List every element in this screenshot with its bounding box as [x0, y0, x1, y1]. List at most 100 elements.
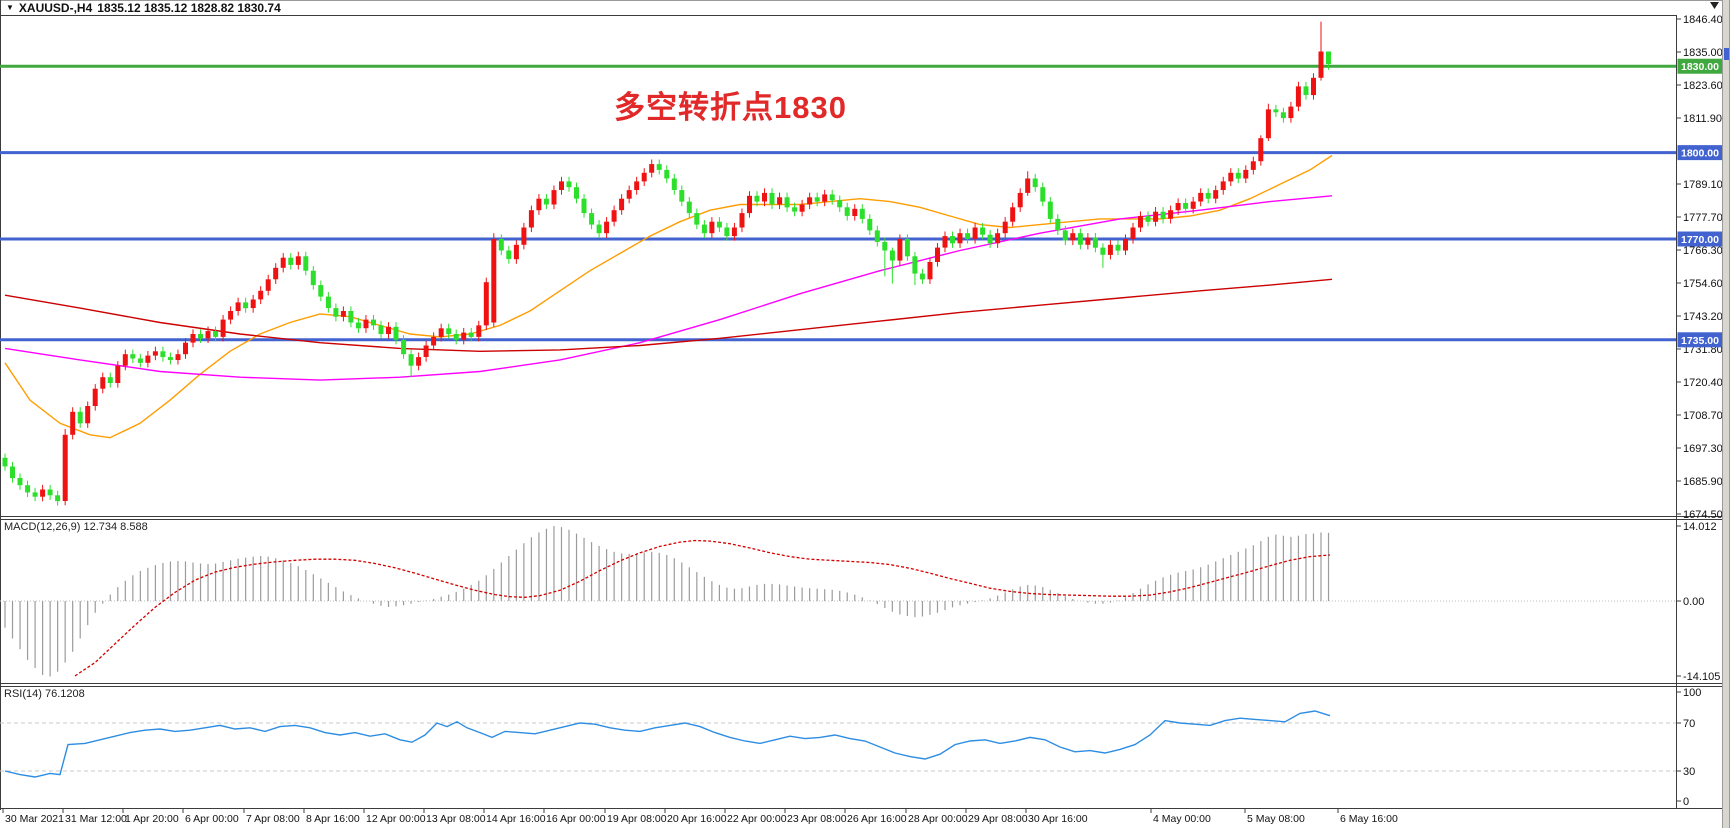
time-axis-label: 14 Apr 16:00: [486, 813, 546, 825]
bull-candle: [942, 236, 948, 248]
scrollbar-price-marker[interactable]: [1724, 48, 1729, 60]
bear-candle: [1092, 237, 1098, 248]
bear-candle: [77, 411, 83, 424]
bull-candle: [709, 221, 715, 234]
price-tag: [1677, 58, 1724, 74]
bear-candle: [882, 241, 888, 251]
bull-candle: [927, 262, 933, 280]
bull-candle: [897, 239, 903, 261]
ma-fast-orange: [4, 154, 1333, 439]
bear-candle: [1303, 86, 1309, 95]
symbol-title: XAUUSD-,H4: [18, 1, 93, 15]
rsi-axis-label: 0: [1683, 796, 1689, 808]
bull-candle: [1025, 178, 1031, 193]
bear-candle: [348, 311, 354, 323]
bear-candle: [656, 164, 662, 170]
bull-candle: [604, 221, 610, 234]
bull-candle: [995, 233, 1001, 244]
bear-candle: [393, 326, 399, 340]
bear-candle: [130, 354, 136, 359]
bear-candle: [2, 457, 8, 467]
bull-candle: [649, 164, 655, 173]
bear-candle: [107, 377, 113, 383]
bear-candle: [987, 234, 993, 244]
bear-candle: [371, 319, 376, 326]
bear-candle: [671, 178, 677, 190]
bull-candle: [739, 213, 745, 228]
bull-candle: [1311, 77, 1316, 96]
price-axis-label: 1766.30: [1683, 245, 1723, 257]
annotation-text[interactable]: 多空转折点1830: [614, 90, 847, 125]
bull-candle: [115, 365, 121, 383]
bull-candle: [1107, 244, 1113, 255]
bull-candle: [551, 190, 557, 205]
ma-slow-red: [4, 278, 1333, 353]
bear-candle: [1062, 230, 1068, 241]
macd-indicator-label: MACD(12,26,9) 12.734 8.588: [4, 521, 148, 533]
bull-candle: [957, 233, 963, 244]
bear-candle: [980, 227, 986, 235]
ohlc-readout: 1835.12 1835.12 1828.82 1830.74: [97, 1, 281, 15]
bear-candle: [1280, 112, 1286, 119]
bear-candle: [446, 328, 452, 335]
bear-candle: [1032, 178, 1038, 188]
time-axis-label: 23 Apr 08:00: [787, 813, 847, 825]
rsi-line: [4, 710, 1331, 778]
bull-candle: [423, 345, 429, 357]
bear-candle: [950, 236, 955, 244]
bull-candle: [1213, 190, 1219, 199]
symbol-dropdown-icon[interactable]: ▼: [6, 3, 14, 12]
bull-candle: [175, 354, 181, 360]
bear-candle: [844, 207, 850, 216]
bull-candle: [611, 210, 617, 222]
price-axis-label: 1743.20: [1683, 311, 1723, 323]
bull-candle: [1318, 51, 1324, 78]
time-axis-label: 13 Apr 08:00: [426, 813, 486, 825]
auto-scroll-marker-icon[interactable]: [1710, 2, 1719, 9]
bear-candle: [889, 250, 895, 261]
bull-candle: [619, 198, 625, 211]
bear-candle: [288, 257, 294, 265]
bull-candle: [235, 302, 241, 311]
bull-candle: [152, 351, 158, 356]
bull-candle: [100, 377, 106, 389]
price-axis-label: 1777.70: [1683, 212, 1723, 224]
bear-candle: [213, 331, 219, 337]
bull-candle: [1123, 239, 1128, 251]
time-axis-label: 7 Apr 08:00: [246, 813, 300, 825]
bear-candle: [1115, 244, 1121, 251]
bull-candle: [461, 332, 467, 340]
time-axis-label: 20 Apr 16:00: [667, 813, 727, 825]
bear-candle: [904, 239, 910, 257]
bear-candle: [867, 218, 873, 231]
bull-candle: [852, 208, 858, 216]
bull-candle: [1295, 86, 1301, 107]
rsi-axis-label: 30: [1683, 766, 1695, 778]
bull-candle: [1138, 216, 1143, 228]
time-axis-label: 8 Apr 16:00: [306, 813, 360, 825]
bull-candle: [280, 257, 286, 268]
bull-candle: [1265, 109, 1271, 139]
price-tag: [1677, 145, 1724, 161]
bear-candle: [716, 221, 722, 228]
time-axis-label: 4 May 00:00: [1153, 813, 1211, 825]
bull-candle: [1220, 181, 1226, 190]
macd-axis-label: 0.00: [1683, 596, 1704, 608]
price-axis-label: 1754.60: [1683, 278, 1723, 290]
price-axis-label: 1674.50: [1683, 509, 1723, 521]
bull-candle: [521, 227, 527, 245]
bull-candle: [228, 311, 234, 320]
macd-axis-label: 14.012: [1683, 521, 1717, 533]
bull-candle: [386, 326, 391, 334]
bull-candle: [1085, 237, 1091, 245]
price-tag-label: 1830.00: [1681, 61, 1719, 73]
bull-candle: [1175, 203, 1181, 211]
scrollbar-track[interactable]: [1723, 0, 1730, 828]
bull-candle: [1010, 207, 1016, 222]
bull-candle: [528, 210, 534, 228]
bear-candle: [137, 358, 143, 363]
bull-candle: [972, 227, 978, 239]
bull-candle: [799, 204, 805, 212]
